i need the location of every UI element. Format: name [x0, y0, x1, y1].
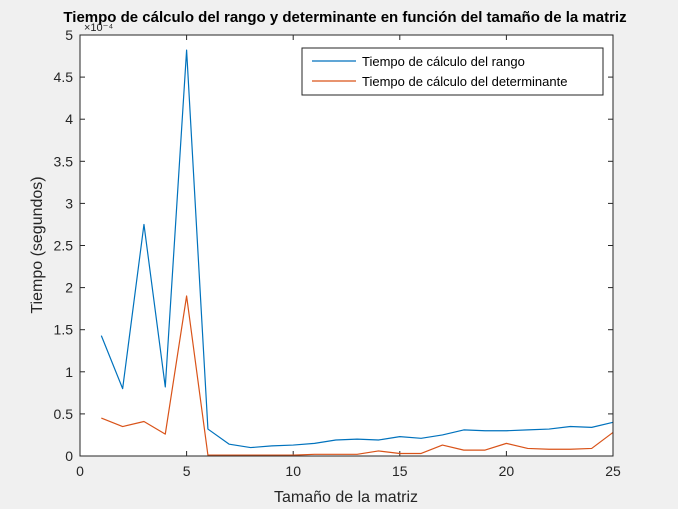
x-tick-label: 15: [392, 463, 408, 479]
x-tick-label: 0: [76, 463, 84, 479]
x-tick-label: 20: [499, 463, 515, 479]
x-axis-label: Tamaño de la matriz: [274, 489, 418, 506]
y-tick-label: 0: [65, 448, 73, 464]
legend: Tiempo de cálculo del rango Tiempo de cá…: [301, 47, 604, 96]
axes-background: [80, 35, 613, 456]
y-axis-label: Tiempo (segundos): [29, 176, 46, 313]
series-line-rango: [100, 49, 614, 449]
y-tick-label: 5: [65, 27, 73, 43]
x-tick-label: 5: [183, 463, 191, 479]
chart-title: Tiempo de cálculo del rango y determinan…: [63, 9, 626, 26]
series-layer: [100, 49, 614, 456]
y-tick-label: 1.5: [54, 322, 74, 338]
y-tick-label: 4.5: [54, 69, 74, 85]
y-tick-label: 2: [65, 280, 73, 296]
legend-entry-determinante: Tiempo de cálculo del determinante: [362, 74, 567, 89]
ticks-layer: 0 5 10 15 20 25 0 0.5 1 1.5 2 2.5 3 3.5 4 4.5 5: [54, 27, 621, 479]
x-tick-label: 10: [285, 463, 301, 479]
x-tick-label: 25: [605, 463, 621, 479]
y-exponent-label: ×10⁻⁴: [84, 22, 113, 34]
y-tick-label: 4: [65, 111, 73, 127]
legend-entry-rango: Tiempo de cálculo del rango: [362, 54, 525, 69]
axes-box: [79, 34, 614, 457]
y-tick-label: 2.5: [54, 238, 74, 254]
y-tick-label: 1: [65, 364, 73, 380]
y-tick-label: 0.5: [54, 406, 74, 422]
y-tick-label: 3.5: [54, 153, 74, 169]
y-tick-label: 3: [65, 195, 73, 211]
legend-box: [301, 47, 604, 96]
series-line-determinante: [101, 295, 614, 456]
